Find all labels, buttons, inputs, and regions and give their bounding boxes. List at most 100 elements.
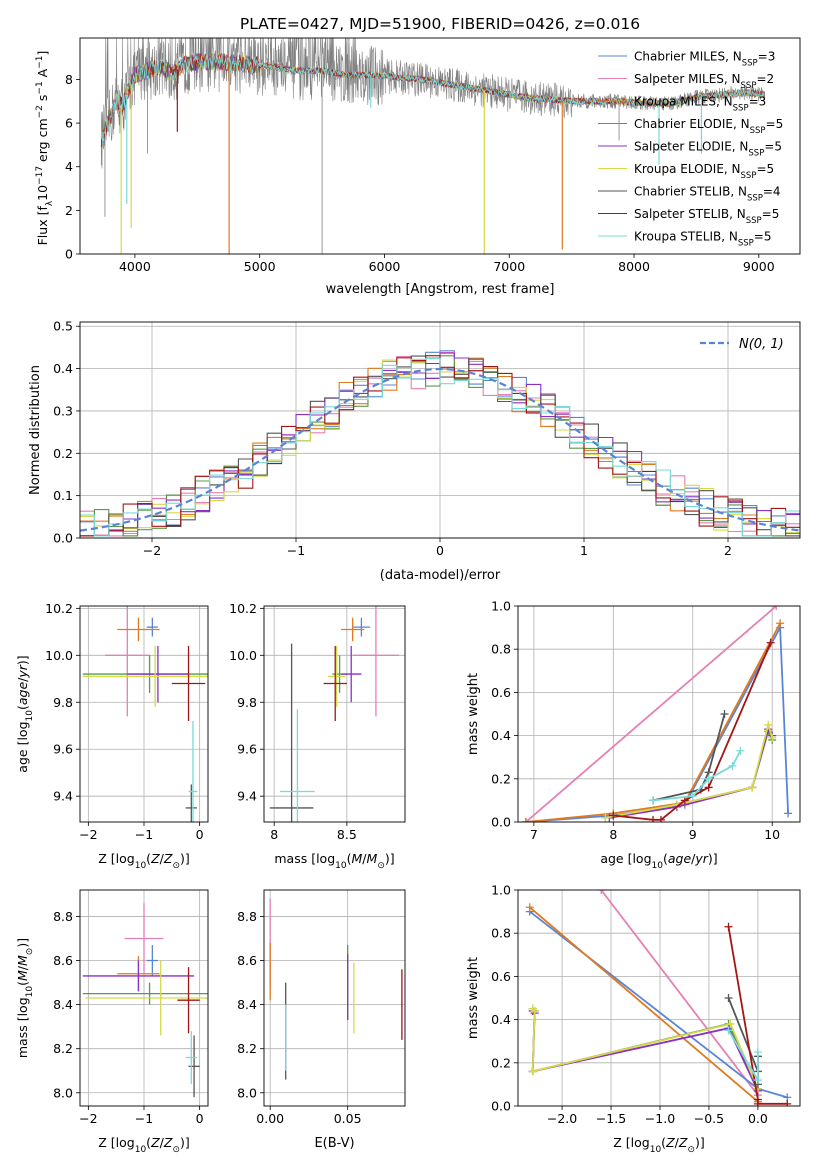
x-tick-label: −0.5	[694, 1111, 724, 1126]
legend-gauss-label: N(0, 1)	[739, 337, 784, 352]
y-tick-label: 4	[65, 159, 73, 174]
series-line-salpeter_miles	[600, 890, 759, 1096]
series-marker-kroupa_stelib	[753, 1048, 762, 1056]
series-line-kroupa_stelib	[727, 1029, 759, 1084]
series-marker-kroupa_stelib	[704, 774, 713, 783]
x-axis-label: Z [log10(Z/Z⊙)]	[613, 1135, 705, 1155]
axes-mass-vs-EBV: 0.00 0.05 8.0 8.2 8.4 8.6 8.8 E(B-V)	[237, 889, 406, 1151]
axes-frame	[517, 889, 801, 1107]
series-line-salpeter_stelib	[613, 642, 772, 821]
legend-spectrum: Chabrier MILES, NSSP=3 Salpeter MILES, NS…	[598, 50, 783, 249]
axes-frame	[517, 605, 801, 823]
x-axis-label: mass [log10(M/M⊙)]	[274, 851, 394, 871]
legend-label: Salpeter MILES, NSSP=2	[634, 72, 774, 91]
y-tick-label: 0.3	[53, 403, 73, 418]
model-spectrum-kroupa_stelib	[100, 53, 765, 144]
x-tick-label: −2.0	[547, 1111, 577, 1126]
y-tick-label: 8.4	[237, 997, 257, 1012]
y-tick-label: 0.5	[53, 319, 73, 334]
legend-label: Chabrier MILES, NSSP=3	[634, 50, 775, 69]
series-marker-salpeter_miles	[597, 890, 606, 894]
y-tick-label: 0.2	[491, 1055, 511, 1070]
series-marker-kroupa_elodie	[528, 1067, 537, 1076]
series-marker-salpeter_stelib	[724, 922, 733, 931]
x-tick-label: −1	[135, 1111, 153, 1126]
series-marker-salpeter_stelib	[753, 1099, 762, 1106]
series-marker-kroupa_elodie	[530, 1006, 539, 1015]
series-marker-kroupa_stelib	[688, 792, 697, 801]
series-line-kroupa_miles	[525, 622, 781, 822]
series-marker-kroupa_elodie	[601, 813, 610, 822]
series-marker-kroupa_stelib	[649, 796, 658, 805]
series-marker-kroupa_elodie	[764, 720, 773, 729]
y-tick-label: 8.2	[237, 1041, 257, 1056]
y-tick-label: 8.6	[53, 953, 73, 968]
y-tick-label: 2	[65, 203, 73, 218]
x-tick-label: −1	[287, 543, 305, 558]
y-tick-label: 9.6	[237, 742, 257, 757]
y-tick-label: 8.8	[237, 909, 257, 924]
axes-mass-vs-Z: −2 −1 0 8.0 8.2 8.4 8.6 8.8 Z [log10(Z/Z⊙)] mass …	[15, 889, 209, 1155]
y-tick-label: 0.8	[491, 642, 511, 657]
axes-age-vs-Z: −2 −1 0 9.4 9.6 9.8 10.0 10.2 Z [log10(Z/Z⊙)] age…	[15, 601, 209, 871]
x-axis-label: (data-model)/error	[380, 568, 501, 583]
y-tick-label: 1.0	[491, 883, 511, 898]
series-marker-salpeter_miles	[772, 606, 781, 610]
y-tick-label: 6	[65, 116, 73, 131]
x-tick-label: 8000	[618, 259, 650, 274]
axes-frame	[79, 605, 209, 823]
x-tick-label: −1.5	[596, 1111, 626, 1126]
axes-frame	[79, 889, 209, 1107]
y-tick-label: 10.0	[45, 648, 73, 663]
y-tick-label: 8.4	[53, 997, 73, 1012]
series-marker-kroupa_elodie	[748, 783, 757, 792]
legend-label: Chabrier STELIB, NSSP=4	[634, 185, 781, 204]
y-tick-label: 8.6	[237, 953, 257, 968]
y-tick-label: 9.8	[53, 695, 73, 710]
x-tick-label: 7	[530, 827, 538, 842]
axes-frame	[263, 605, 406, 823]
y-tick-label: 9.6	[53, 742, 73, 757]
axes-weight-vs-Z: −2.0 −1.5 −1.0 −0.5 0.0 0.0 0.2 0.4 0.6 0.8 1.0 Z […	[466, 883, 801, 1155]
y-tick-label: 0.4	[53, 361, 73, 376]
axes-residuals: −2 −1 0 1 2 0.0 0.1 0.2 0.3 0.4 0.5 N(0, 1) (data-mo…	[28, 319, 801, 583]
y-tick-label: 8.8	[53, 909, 73, 924]
y-axis-label: mass weight	[466, 673, 481, 755]
series-marker-kroupa_stelib	[736, 746, 745, 755]
x-tick-label: 1	[580, 543, 588, 558]
gaussian-curve	[80, 367, 800, 532]
x-tick-label: −2	[143, 543, 161, 558]
y-tick-label: 10.2	[45, 601, 73, 616]
y-tick-label: 0.1	[53, 488, 73, 503]
axes-frame	[79, 321, 801, 539]
x-tick-label: 7000	[493, 259, 525, 274]
series-marker-salpeter_stelib	[649, 815, 658, 822]
y-tick-label: 0.6	[491, 685, 511, 700]
series-line-kroupa_elodie	[531, 1008, 759, 1090]
legend-label: Chabrier ELODIE, NSSP=5	[634, 117, 783, 136]
y-tick-label: 0.4	[491, 1012, 511, 1027]
x-axis-label: Z [log10(Z/Z⊙)]	[98, 1135, 190, 1155]
y-tick-label: 9.4	[53, 789, 73, 804]
y-tick-label: 1.0	[491, 599, 511, 614]
y-tick-label: 0.8	[491, 926, 511, 941]
x-axis-label: Z [log10(Z/Z⊙)]	[98, 851, 190, 871]
series-line-chabrier_stelib	[652, 713, 726, 802]
series-marker-kroupa_elodie	[726, 1019, 735, 1028]
y-tick-label: 0.4	[491, 728, 511, 743]
x-tick-label: 0.00	[256, 1111, 284, 1126]
series-marker-salpeter_stelib	[609, 811, 618, 820]
x-tick-label: 9000	[743, 259, 775, 274]
y-tick-label: 8	[65, 72, 73, 87]
series-marker-kroupa_miles	[525, 903, 534, 912]
y-tick-label: 0.2	[491, 771, 511, 786]
x-tick-label: −1	[135, 827, 153, 842]
x-tick-label: 2	[724, 543, 732, 558]
x-tick-label: 5000	[244, 259, 276, 274]
y-tick-label: 8.2	[53, 1041, 73, 1056]
x-tick-label: 9	[689, 827, 697, 842]
x-tick-label: 0	[196, 827, 204, 842]
y-tick-label: 0.0	[491, 815, 511, 830]
axes-weight-vs-age: 7 8 9 10 0.0 0.2 0.4 0.6 0.8 1.0 age [log10(age/yr…	[466, 599, 801, 871]
